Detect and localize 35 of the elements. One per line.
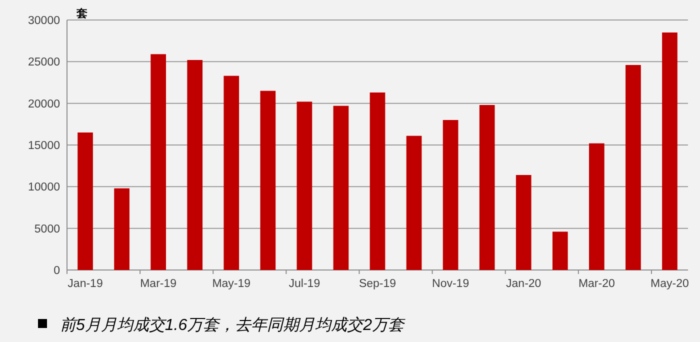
y-tick-label: 15000 xyxy=(28,140,60,152)
x-tick-label: Jan-20 xyxy=(506,278,542,290)
bar xyxy=(552,232,568,270)
y-tick-label: 30000 xyxy=(28,15,60,27)
bar xyxy=(260,90,276,270)
x-tick-label: Jul-19 xyxy=(288,278,320,290)
bar xyxy=(662,32,678,270)
y-tick-label: 10000 xyxy=(28,182,60,194)
bar xyxy=(406,136,422,270)
x-tick-label: May-20 xyxy=(650,278,689,290)
y-tick-label: 0 xyxy=(54,265,60,277)
bar xyxy=(78,132,93,270)
y-tick-label: 25000 xyxy=(28,56,60,69)
bar xyxy=(589,143,604,270)
x-tick-label: Mar-19 xyxy=(140,278,177,290)
x-tick-label: Jan-19 xyxy=(68,278,103,290)
bar xyxy=(626,65,641,270)
bar xyxy=(150,54,166,270)
bar xyxy=(370,92,386,270)
bar xyxy=(296,102,312,270)
bar xyxy=(187,60,203,270)
text: 前5月月均成交1.6万套，去年同期月均成交2万套 xyxy=(60,316,406,334)
y-axis-title: 套 xyxy=(76,7,88,20)
bar xyxy=(114,188,130,270)
x-tick-label: May-19 xyxy=(212,278,251,290)
x-tick-label: Nov-19 xyxy=(432,278,470,290)
bar xyxy=(224,76,240,270)
bar xyxy=(333,106,349,270)
bar xyxy=(442,120,458,270)
y-tick-label: 5000 xyxy=(34,223,60,236)
x-tick-label: Sep-19 xyxy=(358,278,396,290)
y-tick-label: 20000 xyxy=(28,98,60,110)
x-tick-label: Mar-20 xyxy=(578,278,615,290)
bar xyxy=(479,105,495,270)
bar xyxy=(516,175,532,270)
